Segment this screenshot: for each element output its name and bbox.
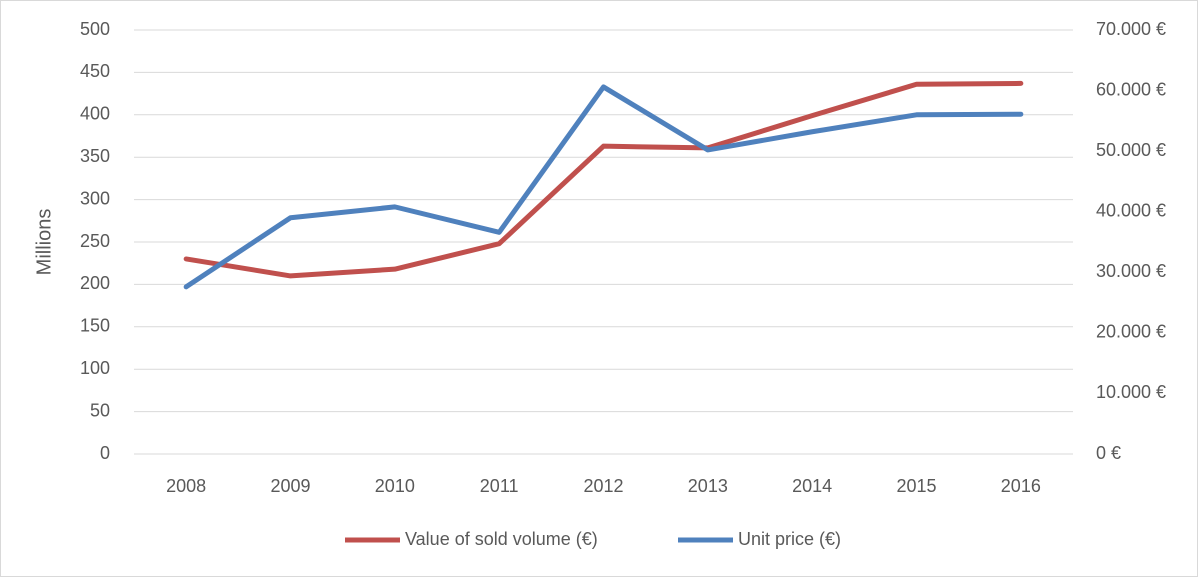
series-line bbox=[183, 84, 1024, 290]
legend-label: Unit price (€) bbox=[738, 529, 841, 549]
x-tick-label: 2008 bbox=[166, 476, 206, 496]
y2-tick-label: 30.000 € bbox=[1096, 261, 1166, 281]
series-line bbox=[183, 80, 1024, 279]
x-tick-label: 2012 bbox=[583, 476, 623, 496]
y-axis-label: Millions bbox=[33, 209, 55, 276]
y-tick-label: 350 bbox=[80, 146, 110, 166]
y-tick-label: 500 bbox=[80, 19, 110, 39]
y-tick-label: 150 bbox=[80, 316, 110, 336]
x-tick-label: 2016 bbox=[1001, 476, 1041, 496]
y-tick-label: 50 bbox=[90, 400, 110, 420]
y-tick-label: 400 bbox=[80, 104, 110, 124]
x-tick-label: 2011 bbox=[480, 476, 519, 496]
y2-tick-label: 40.000 € bbox=[1096, 200, 1166, 220]
y-tick-label: 250 bbox=[80, 231, 110, 251]
y-tick-label: 0 bbox=[100, 443, 110, 463]
x-tick-label: 2013 bbox=[688, 476, 728, 496]
x-tick-label: 2010 bbox=[375, 476, 415, 496]
y2-tick-label: 10.000 € bbox=[1096, 382, 1166, 402]
y2-tick-label: 20.000 € bbox=[1096, 322, 1166, 342]
y-tick-label: 200 bbox=[80, 273, 110, 293]
x-tick-label: 2014 bbox=[792, 476, 832, 496]
y2-tick-label: 70.000 € bbox=[1096, 19, 1166, 39]
legend-label: Value of sold volume (€) bbox=[405, 529, 598, 549]
y2-tick-label: 60.000 € bbox=[1096, 79, 1166, 99]
y2-tick-label: 50.000 € bbox=[1096, 140, 1166, 160]
y-tick-label: 450 bbox=[80, 61, 110, 81]
y-tick-label: 300 bbox=[80, 188, 110, 208]
x-tick-label: 2009 bbox=[270, 476, 310, 496]
y-tick-label: 100 bbox=[80, 358, 110, 378]
x-tick-label: 2015 bbox=[896, 476, 936, 496]
y2-tick-label: 0 € bbox=[1096, 443, 1121, 463]
